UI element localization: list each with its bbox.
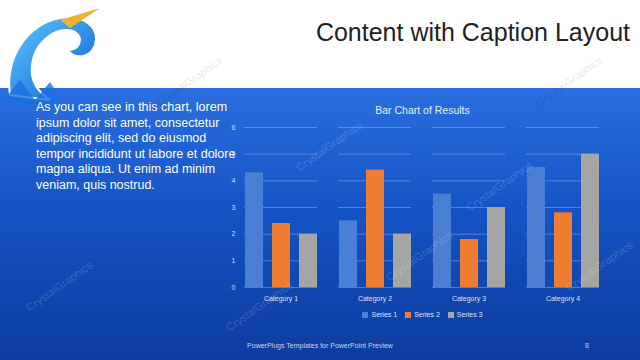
svg-text:4: 4 [232,177,236,184]
svg-text:Category 2: Category 2 [358,295,392,303]
svg-text:0: 0 [232,284,236,291]
svg-text:3: 3 [232,204,236,211]
svg-text:1: 1 [232,257,236,264]
svg-text:6: 6 [232,124,236,131]
svg-text:Category 1: Category 1 [264,295,298,303]
svg-text:5: 5 [232,150,236,157]
svg-text:Category 3: Category 3 [452,295,486,303]
svg-text:Category 4: Category 4 [546,295,580,303]
svg-text:2: 2 [232,230,236,237]
